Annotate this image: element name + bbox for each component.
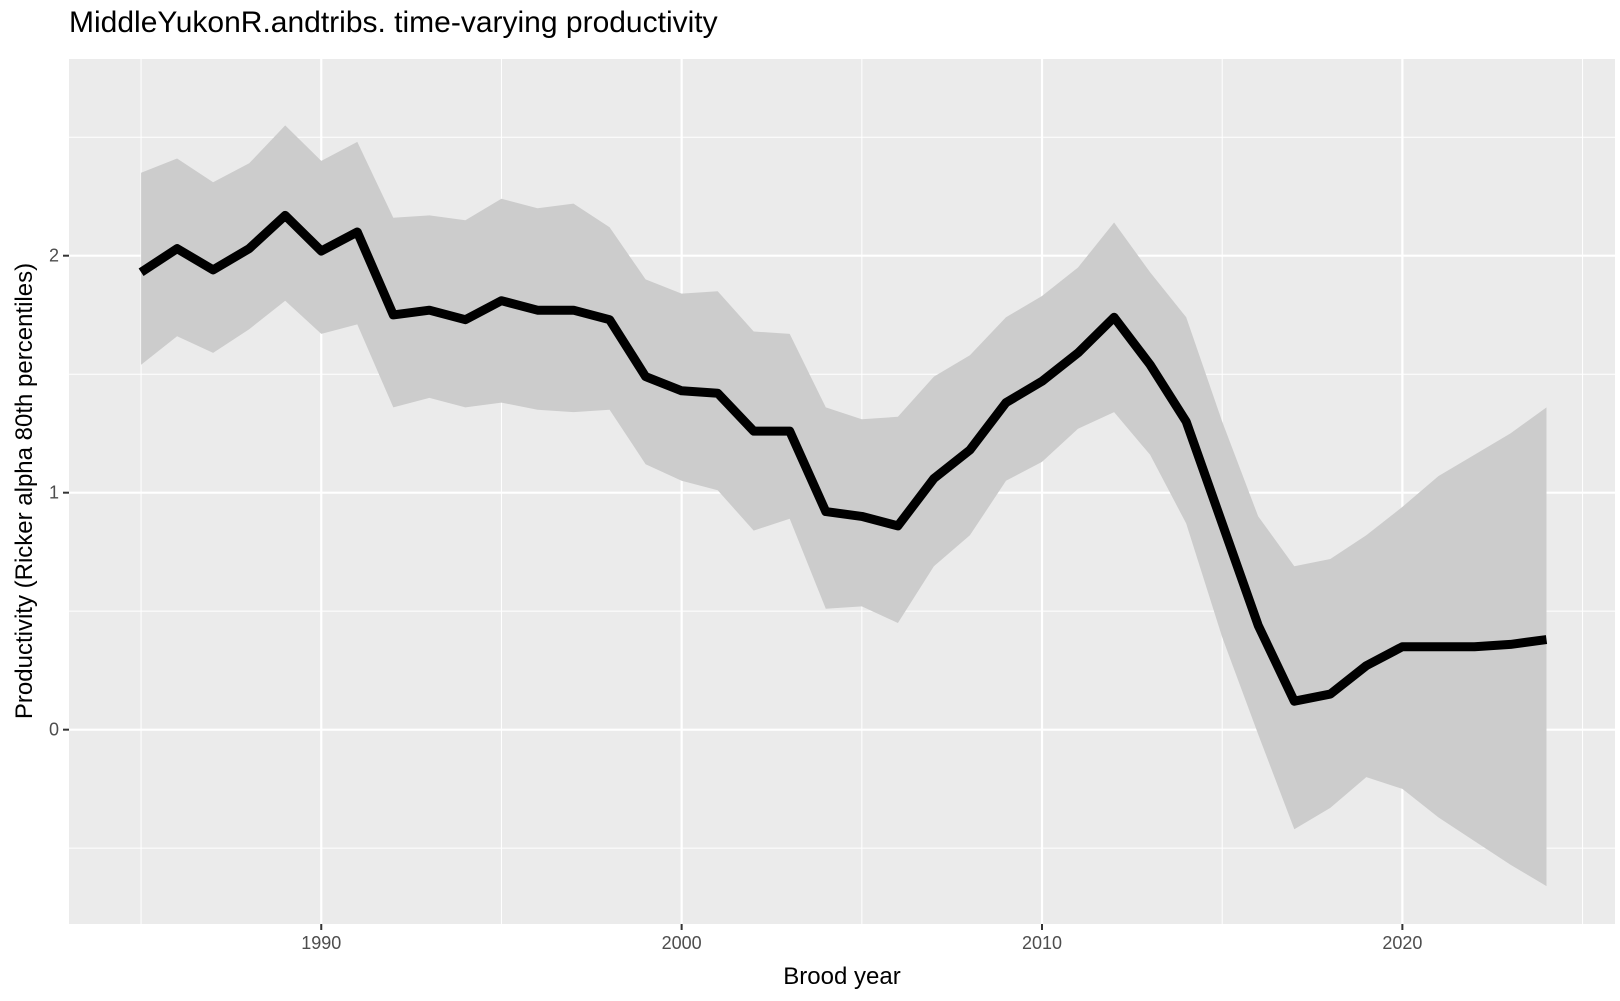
x-axis: 1990 2000 2010 2020 [301, 924, 1422, 953]
x-tick-label: 2000 [662, 933, 702, 953]
y-axis-title: Productivity (Ricker alpha 80th percenti… [11, 263, 38, 719]
chart-title: MiddleYukonR.andtribs. time-varying prod… [69, 6, 718, 39]
x-tick-label: 1990 [301, 933, 341, 953]
y-tick-label: 0 [49, 720, 59, 740]
median-line [138, 210, 1548, 706]
y-tick-label: 2 [49, 246, 59, 266]
uncertainty-ribbon [141, 125, 1547, 887]
y-tick-label: 1 [49, 483, 59, 503]
x-tick-label: 2010 [1022, 933, 1062, 953]
x-axis-title: Brood year [783, 963, 900, 990]
y-axis: 0 1 2 [49, 246, 69, 740]
x-tick-label: 2020 [1382, 933, 1422, 953]
